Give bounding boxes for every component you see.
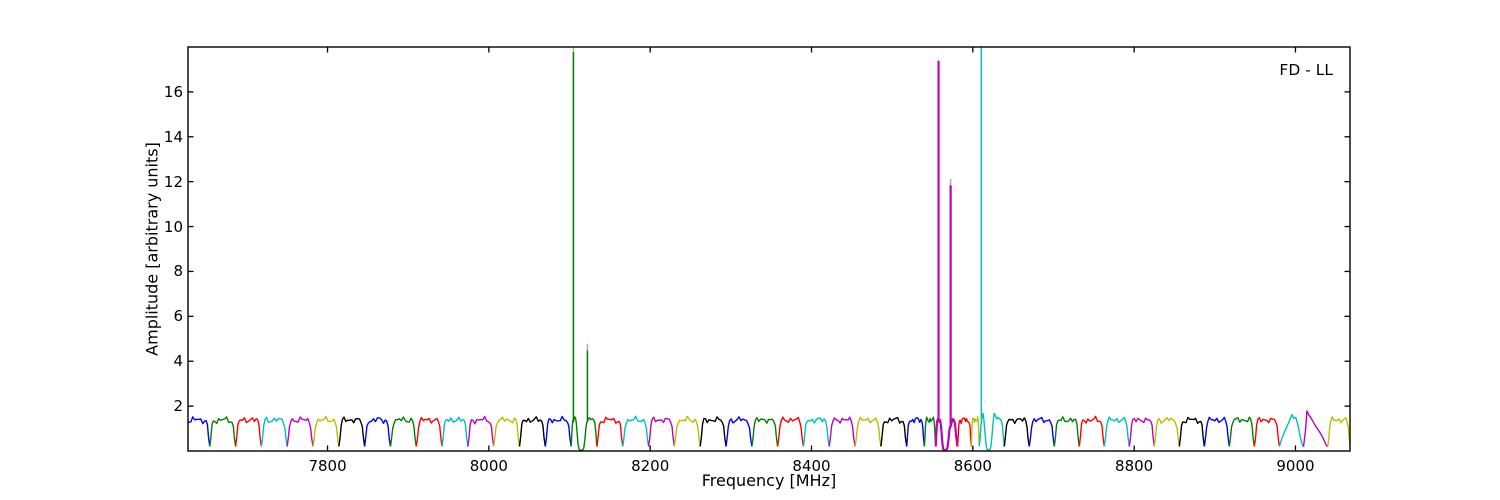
y-tick-label: 8 [173,262,183,281]
y-tick-label: 12 [163,172,183,191]
x-axis-label: Frequency [MHz] [701,471,837,490]
x-tick-label: 9000 [1276,457,1315,475]
y-tick-label: 4 [173,352,183,371]
y-tick-label: 14 [163,127,183,146]
x-tick-label: 8000 [469,457,508,475]
x-tick-label: 8200 [631,457,670,475]
y-tick-label: 2 [173,397,183,416]
x-tick-label: 7800 [308,457,347,475]
x-tick-label: 8600 [953,457,992,475]
x-tick-label: 8800 [1115,457,1154,475]
y-tick-label: 10 [163,217,183,236]
y-tick-label: 16 [163,82,183,101]
polarization-label: FD - LL [1279,61,1333,79]
x-tick-label: 8400 [792,457,831,475]
y-tick-label: 6 [173,307,183,326]
y-axis-label: Amplitude [arbitrary units] [142,142,162,356]
